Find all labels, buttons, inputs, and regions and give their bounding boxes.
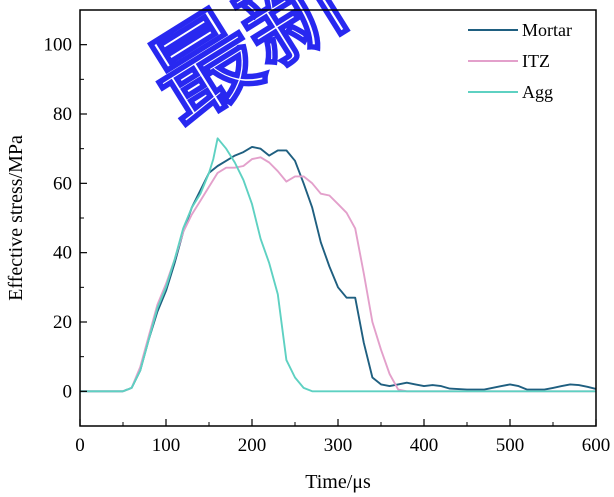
x-tick-label: 500 xyxy=(496,435,525,456)
y-tick-label: 100 xyxy=(44,35,73,56)
x-tick-label: 300 xyxy=(324,435,353,456)
watermark-text: 最新 xyxy=(128,0,369,146)
watermark: 最新 xyxy=(127,0,370,147)
x-tick-label: 400 xyxy=(410,435,439,456)
y-tick-label: 20 xyxy=(53,312,72,333)
series-line-agg xyxy=(80,137,596,393)
y-tick-label: 80 xyxy=(53,104,72,125)
x-tick-label: 600 xyxy=(582,435,611,456)
series-line-mortar xyxy=(80,145,597,393)
x-axis: 0 100 200 300 400 500 600 xyxy=(75,419,610,456)
y-tick-label: 40 xyxy=(53,243,72,264)
legend: Mortar ITZ Agg xyxy=(468,20,572,102)
x-axis-label: Time/μs xyxy=(305,471,371,493)
y-axis: 0 20 40 60 80 100 xyxy=(44,9,87,427)
y-tick-label: 0 xyxy=(63,381,73,402)
legend-label-agg: Agg xyxy=(522,82,553,102)
legend-label-mortar: Mortar xyxy=(522,20,572,40)
legend-label-itz: ITZ xyxy=(522,51,550,71)
x-tick-label: 200 xyxy=(238,435,267,456)
y-tick-label: 60 xyxy=(53,173,72,194)
series-line-itz xyxy=(80,156,596,393)
y-axis-label: Effective stress/MPa xyxy=(5,135,27,301)
series-layer xyxy=(80,137,597,393)
x-tick-label: 100 xyxy=(152,435,181,456)
x-tick-label: 0 xyxy=(75,435,85,456)
